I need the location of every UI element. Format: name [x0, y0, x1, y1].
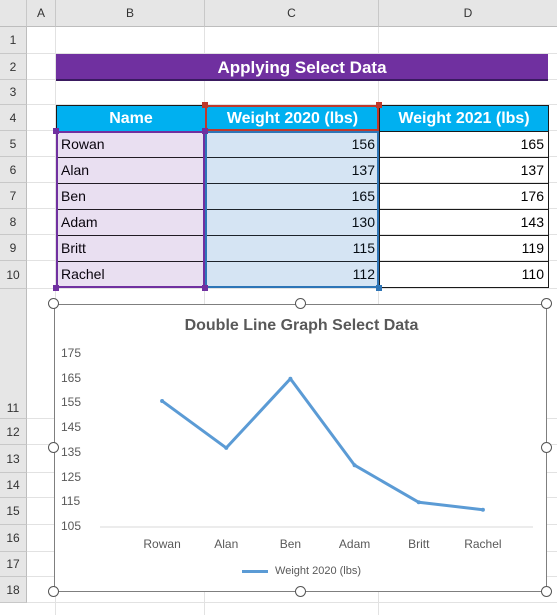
row-header[interactable]: 14 — [0, 473, 27, 498]
weight-2020-cell[interactable]: 115 — [205, 235, 380, 262]
row-header[interactable]: 8 — [0, 209, 27, 235]
gridline — [27, 53, 557, 54]
selection-handle[interactable] — [202, 102, 208, 108]
selection-handle[interactable] — [376, 102, 382, 108]
chart-resize-handle[interactable] — [541, 442, 552, 453]
column-header-d[interactable]: D — [379, 0, 557, 27]
data-point[interactable] — [480, 507, 485, 512]
selection-handle[interactable] — [202, 128, 208, 134]
legend-swatch — [241, 569, 268, 573]
gridline — [27, 602, 557, 603]
gridline — [27, 104, 557, 105]
name-cell[interactable]: Ben — [56, 183, 206, 210]
row-header[interactable]: 5 — [0, 131, 27, 157]
gridline — [27, 288, 557, 289]
select-all-corner[interactable] — [0, 0, 27, 27]
row-header[interactable]: 6 — [0, 157, 27, 183]
value-range-selection — [205, 131, 379, 288]
chart-resize-handle[interactable] — [48, 298, 59, 309]
name-range-selection — [56, 131, 205, 288]
x-tick-label: Britt — [408, 537, 430, 551]
row-header[interactable]: 9 — [0, 235, 27, 261]
header-weight-2021[interactable]: Weight 2021 (lbs) — [379, 105, 549, 132]
name-cell[interactable]: Adam — [56, 209, 206, 236]
y-tick-label: 165 — [61, 370, 82, 385]
chart-resize-handle[interactable] — [295, 298, 306, 309]
series-line-0[interactable] — [161, 377, 484, 512]
legend-label: Weight 2020 (lbs) — [275, 565, 362, 578]
weight-2021-cell[interactable]: 143 — [379, 209, 549, 236]
x-tick-label: Adam — [338, 537, 371, 551]
row-header[interactable]: 13 — [0, 445, 27, 473]
y-tick-label: 115 — [61, 494, 81, 509]
x-tick-label: Rachel — [464, 537, 502, 551]
data-point[interactable] — [160, 398, 165, 403]
row-header[interactable]: 7 — [0, 183, 27, 209]
weight-2021-cell[interactable]: 165 — [379, 131, 549, 158]
weight-2021-cell[interactable]: 176 — [379, 183, 549, 210]
chart-resize-handle[interactable] — [541, 586, 552, 597]
selection-handle[interactable] — [53, 285, 59, 291]
row-header[interactable]: 18 — [0, 577, 27, 603]
chart-resize-handle[interactable] — [48, 586, 59, 597]
name-cell[interactable]: Alan — [56, 157, 206, 184]
selection-handle[interactable] — [202, 285, 208, 291]
chart-resize-handle[interactable] — [295, 586, 306, 597]
x-tick-label: Ben — [279, 537, 302, 551]
y-tick-label: 145 — [61, 420, 82, 435]
weight-2020-cell[interactable]: 130 — [205, 209, 380, 236]
x-tick-label: Alan — [214, 537, 239, 551]
y-tick-label: 135 — [61, 444, 82, 459]
weight-2020-cell[interactable]: 112 — [205, 261, 380, 288]
y-tick-label: 105 — [61, 519, 82, 533]
weight-2021-cell[interactable]: 110 — [379, 261, 549, 288]
row-header[interactable]: 2 — [0, 54, 27, 80]
row-header[interactable]: 4 — [0, 105, 27, 131]
row-header[interactable]: 10 — [0, 261, 27, 289]
column-header-c[interactable]: C — [205, 0, 379, 27]
chart-resize-handle[interactable] — [48, 442, 59, 453]
plot-area[interactable] — [55, 305, 548, 593]
row-header[interactable]: 3 — [0, 80, 27, 105]
header-range-selection — [205, 105, 379, 131]
x-tick-label: Rowan — [143, 537, 181, 551]
row-header[interactable]: 15 — [0, 498, 27, 525]
weight-2021-cell[interactable]: 137 — [379, 157, 549, 184]
line-chart[interactable]: Double Line Graph Select Data 175 165 155 1… — [54, 304, 547, 592]
chart-title[interactable]: Double Line Graph Select Data — [184, 317, 419, 334]
column-header-a[interactable]: A — [27, 0, 56, 27]
y-tick-label: 175 — [61, 346, 82, 360]
chart-resize-handle[interactable] — [541, 298, 552, 309]
row-header[interactable]: 12 — [0, 419, 27, 445]
data-point[interactable] — [288, 376, 293, 381]
selection-handle[interactable] — [53, 128, 59, 134]
row-header[interactable]: 11 — [0, 289, 27, 419]
y-tick-label: 155 — [61, 395, 82, 410]
selection-handle[interactable] — [376, 285, 382, 291]
row-header[interactable]: 1 — [0, 27, 27, 54]
column-header-b[interactable]: B — [56, 0, 205, 27]
legend[interactable]: Weight 2020 (lbs) — [55, 565, 548, 583]
y-tick-label: 125 — [61, 469, 82, 484]
data-point[interactable] — [352, 463, 357, 468]
sheet-title-banner[interactable]: Applying Select Data — [56, 54, 548, 81]
weight-2021-cell[interactable]: 119 — [379, 235, 549, 262]
row-header[interactable]: 16 — [0, 525, 27, 552]
data-point[interactable] — [416, 500, 421, 505]
data-point[interactable] — [224, 445, 229, 450]
header-name[interactable]: Name — [56, 105, 206, 132]
row-header[interactable]: 17 — [0, 552, 27, 577]
